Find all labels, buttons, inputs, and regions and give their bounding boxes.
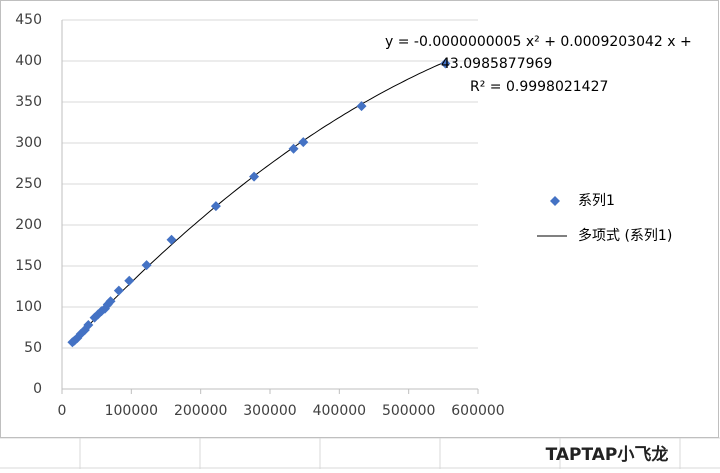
point [166, 234, 177, 245]
legend-marker [550, 196, 560, 206]
x-tick-label: 0 [58, 403, 67, 419]
y-tick-label: 450 [15, 12, 42, 28]
y-tick-label: 100 [15, 299, 42, 315]
watermark: TAPTAP小飞龙 [546, 444, 669, 465]
y-tick-label: 150 [15, 258, 42, 274]
point [124, 275, 135, 286]
y-tick-label: 400 [15, 53, 42, 69]
y-tick-label: 300 [15, 135, 42, 151]
point [356, 101, 367, 112]
x-tick-label: 600000 [451, 403, 504, 419]
legend-label: 系列1 [578, 193, 615, 209]
trendline-equation: 43.0985877969 [441, 56, 552, 72]
point [83, 320, 94, 331]
y-tick-label: 50 [24, 340, 42, 356]
y-tick-label: 0 [33, 381, 42, 397]
y-tick-label: 250 [15, 176, 42, 192]
chart-border [0, 0, 719, 438]
x-tick-label: 300000 [243, 403, 296, 419]
point [440, 58, 451, 69]
point [113, 285, 124, 296]
x-tick-label: 500000 [382, 403, 435, 419]
point [288, 143, 299, 154]
point [298, 137, 309, 148]
trendline [72, 61, 446, 343]
y-tick-label: 200 [15, 217, 42, 233]
trendline-r2: R² = 0.9998021427 [470, 79, 608, 95]
x-tick-label: 100000 [105, 403, 158, 419]
x-tick-label: 400000 [313, 403, 366, 419]
point [105, 296, 116, 307]
x-tick-label: 200000 [174, 403, 227, 419]
point [249, 171, 260, 182]
point [141, 260, 152, 271]
point [210, 201, 221, 212]
trendline-equation: y = -0.0000000005 x² + 0.0009203042 x + [385, 34, 692, 50]
legend-label: 多项式 (系列1) [578, 227, 672, 244]
y-tick-label: 350 [15, 94, 42, 110]
